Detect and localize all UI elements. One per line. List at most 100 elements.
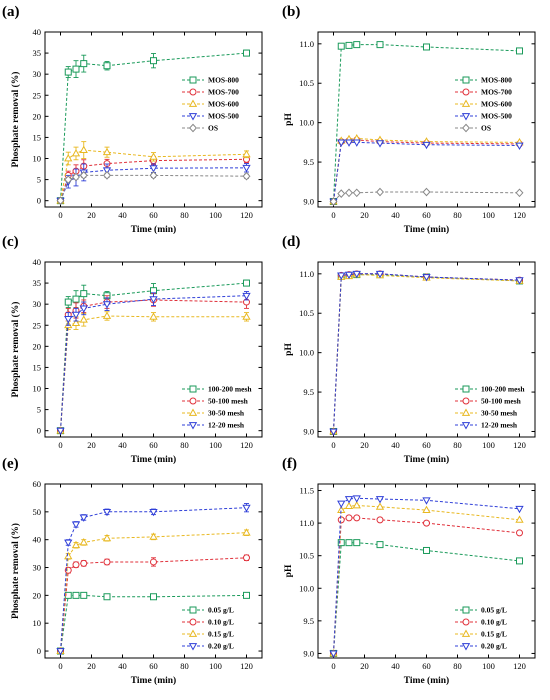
series-4 xyxy=(56,291,251,436)
legend-marker xyxy=(461,629,471,637)
y-axis-title: pH xyxy=(284,343,294,356)
x-tick-label: 100 xyxy=(209,440,222,450)
series-3 xyxy=(56,528,251,654)
x-tick-label: 60 xyxy=(149,440,158,450)
legend-label: 30-50 mesh xyxy=(208,409,245,418)
data-point xyxy=(102,167,112,175)
y-tick-label: 35 xyxy=(33,278,42,288)
panel-label: (e) xyxy=(2,456,19,472)
legend-label: MOS-800 xyxy=(481,76,512,85)
data-point xyxy=(422,141,431,150)
y-tick-label: 35 xyxy=(33,48,42,58)
x-tick-label: 100 xyxy=(482,661,495,671)
data-point xyxy=(71,148,81,157)
y-tick-label: 20 xyxy=(33,341,42,351)
data-point xyxy=(72,65,80,73)
data-point xyxy=(516,557,523,565)
x-tick-label: 60 xyxy=(149,210,158,220)
y-tick-label: 10.0 xyxy=(299,118,314,128)
data-point xyxy=(242,149,251,158)
data-point xyxy=(149,532,158,540)
legend-marker xyxy=(189,88,197,96)
data-point xyxy=(103,62,111,70)
data-point xyxy=(515,277,524,285)
x-tick-label: 0 xyxy=(58,661,62,671)
x-tick-label: 0 xyxy=(58,210,62,220)
series-1 xyxy=(57,49,250,205)
panel-label: (d) xyxy=(282,234,300,250)
x-tick-label: 60 xyxy=(422,210,431,220)
x-tick-label: 0 xyxy=(331,440,335,450)
legend-marker xyxy=(188,629,198,637)
data-point xyxy=(102,301,112,309)
x-tick-label: 40 xyxy=(118,210,127,220)
legend-marker xyxy=(461,99,471,107)
y-tick-label: 10 xyxy=(33,618,42,628)
legend-label: MOS-700 xyxy=(481,88,512,97)
series-2 xyxy=(57,554,250,655)
data-point xyxy=(422,505,431,513)
x-tick-label: 20 xyxy=(360,440,369,450)
y-tick-label: 9.5 xyxy=(303,616,314,626)
data-point xyxy=(149,152,158,160)
legend-label: MOS-500 xyxy=(208,112,239,121)
data-point xyxy=(56,648,65,656)
data-point xyxy=(329,650,338,658)
data-point xyxy=(80,559,88,567)
x-tick-label: 0 xyxy=(331,661,335,671)
y-axis-title: Phosphate removal (%) xyxy=(10,72,21,168)
data-point xyxy=(243,591,250,599)
x-tick-label: 100 xyxy=(482,210,495,220)
y-tick-label: 10.5 xyxy=(299,78,314,88)
data-point xyxy=(344,496,354,504)
y-tick-label: 50 xyxy=(33,507,42,517)
data-point xyxy=(64,298,72,306)
data-point xyxy=(242,164,251,173)
data-point xyxy=(243,554,250,562)
series-1 xyxy=(330,41,523,205)
data-point xyxy=(80,290,88,298)
data-point xyxy=(103,171,111,180)
y-tick-label: 5 xyxy=(37,175,41,185)
legend-label: 50-100 mesh xyxy=(208,397,249,406)
panel-label: (c) xyxy=(2,234,19,250)
data-point xyxy=(64,175,73,184)
x-tick-label: 0 xyxy=(58,440,62,450)
legend-label: 12-20 mesh xyxy=(208,421,245,430)
data-point xyxy=(352,188,361,198)
y-axis-title: Phosphate removal (%) xyxy=(10,523,21,619)
x-tick-label: 80 xyxy=(180,210,189,220)
data-point xyxy=(515,515,524,523)
data-point xyxy=(375,496,385,504)
data-point xyxy=(79,171,88,180)
legend-label: 100-200 mesh xyxy=(208,385,252,394)
x-axis-title: Time (min) xyxy=(131,224,176,235)
data-point xyxy=(422,497,431,505)
series-1 xyxy=(330,539,523,657)
y-tick-label: 10 xyxy=(33,154,42,164)
legend-marker xyxy=(461,113,471,121)
data-point xyxy=(242,312,251,320)
data-point xyxy=(150,57,157,65)
x-tick-label: 60 xyxy=(422,661,431,671)
y-tick-label: 11.0 xyxy=(299,518,314,528)
x-axis-title: Time (min) xyxy=(131,454,176,465)
data-point xyxy=(375,270,385,279)
legend-marker xyxy=(461,643,471,651)
y-tick-label: 0 xyxy=(37,196,41,206)
data-point xyxy=(103,593,111,601)
x-tick-label: 100 xyxy=(482,440,495,450)
legend: 0.05 g/L 0.10 g/L 0.15 g/L 0.20 g/L xyxy=(455,606,507,651)
data-point xyxy=(243,279,250,287)
x-tick-label: 60 xyxy=(422,440,431,450)
data-point xyxy=(353,514,361,522)
data-point xyxy=(337,42,345,50)
data-point xyxy=(56,427,65,436)
data-point xyxy=(376,516,384,524)
legend-marker xyxy=(189,618,197,626)
data-point xyxy=(516,47,523,55)
chart-panel-d: (d) 0 20 40 60 80 100 120 9.0 9.5 10.0 10.5 11.0 Time… xyxy=(282,234,536,465)
y-axis-title: Phosphate removal (%) xyxy=(10,302,21,398)
data-point xyxy=(102,508,112,517)
legend-marker xyxy=(189,123,197,133)
